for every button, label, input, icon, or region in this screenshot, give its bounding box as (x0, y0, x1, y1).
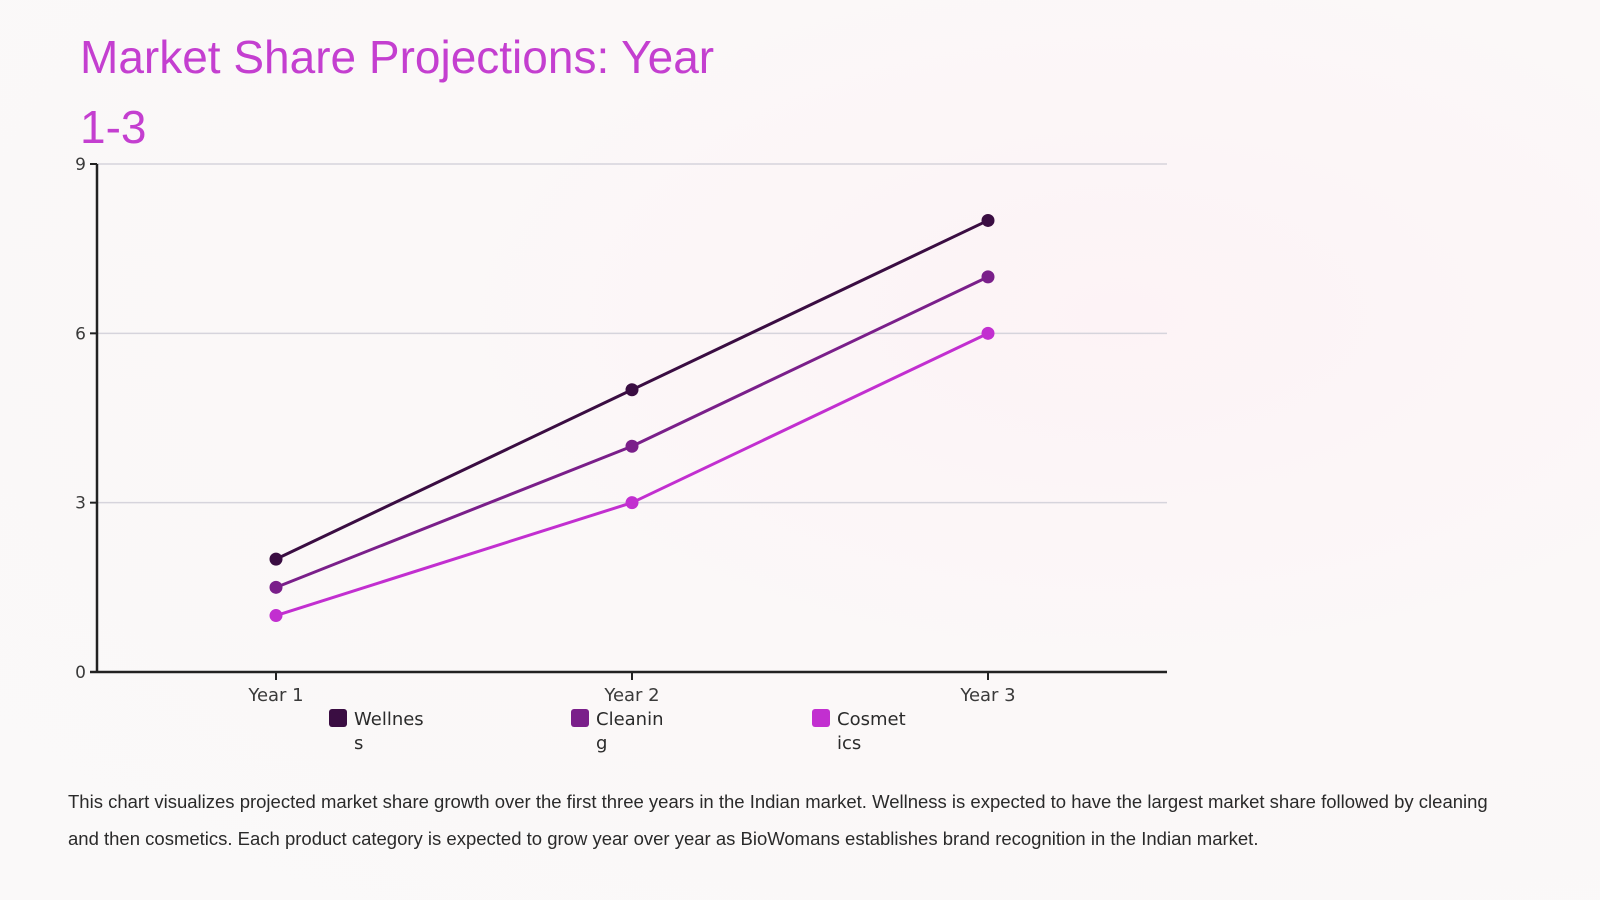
x-tick-label-3: Year 3 (959, 685, 1015, 706)
legend-swatch-cleaning (571, 709, 589, 727)
data-point-wellness-3 (981, 213, 995, 227)
data-point-wellness-1 (269, 552, 283, 566)
y-tick-label-6: 6 (75, 324, 86, 344)
series-line-cleaning (275, 275, 989, 589)
series-line-cosmetics (275, 331, 989, 617)
data-point-cosmetics-2 (625, 496, 639, 510)
legend-item-wellness: Wellness (329, 708, 424, 756)
legend-swatch-cosmetics (812, 709, 830, 727)
y-tick-label-9: 9 (75, 155, 86, 175)
legend-label-cleaning: Cleaning (596, 709, 664, 754)
data-point-cleaning-1 (269, 580, 283, 594)
legend-label-cosmetics: Cosmetics (837, 709, 906, 754)
y-tick-label-3: 3 (75, 494, 86, 514)
legend-item-cosmetics: Cosmetics (812, 708, 907, 756)
legend-item-cleaning: Cleaning (571, 708, 666, 756)
data-point-cleaning-2 (625, 439, 639, 453)
legend-label-wellness: Wellness (354, 709, 424, 754)
data-point-wellness-2 (625, 383, 639, 397)
legend-swatch-wellness (329, 709, 347, 727)
x-tick-label-2: Year 2 (603, 685, 659, 706)
data-point-cleaning-3 (981, 270, 995, 284)
chart-description: This chart visualizes projected market s… (68, 791, 1488, 849)
y-tick-label-0: 0 (75, 663, 86, 683)
x-tick-label-1: Year 1 (247, 685, 303, 706)
chart-title: Market Share Projections: Year 1-3 (80, 31, 715, 153)
data-point-cosmetics-1 (269, 609, 283, 623)
data-point-cosmetics-3 (981, 326, 995, 340)
